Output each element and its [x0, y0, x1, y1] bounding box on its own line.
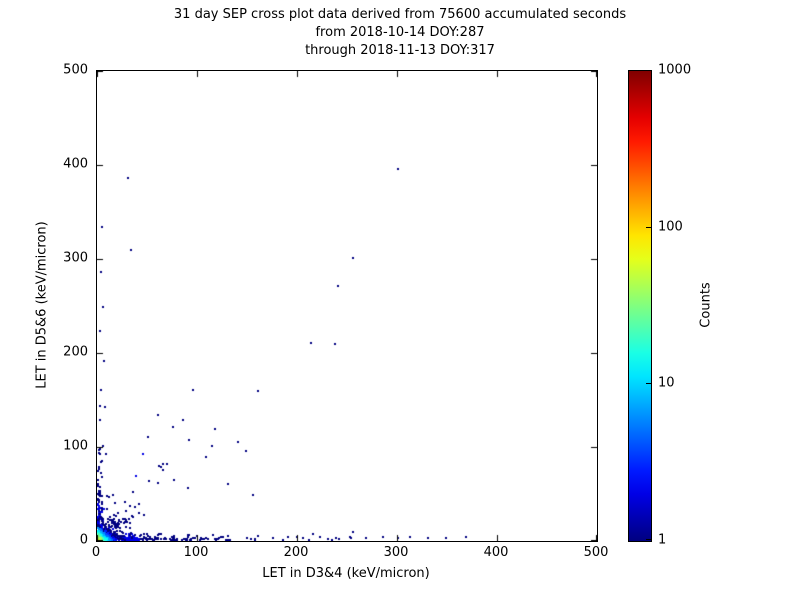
- y-axis-label: LET in D5&6 (keV/micron): [34, 221, 50, 389]
- x-tick-label: 300: [383, 545, 409, 560]
- x-tick-label: 200: [283, 545, 309, 560]
- x-tick-label: 500: [583, 545, 609, 560]
- colorbar-tick-label: 1: [658, 532, 667, 548]
- y-tick-label: 100: [63, 438, 88, 454]
- colorbar-tick: [646, 383, 651, 384]
- x-axis-label: LET in D3&4 (keV/micron): [262, 566, 430, 581]
- scatter-canvas: [97, 71, 597, 541]
- chart-title-line-3: through 2018-11-13 DOY:317: [305, 43, 495, 58]
- y-tick-label: 400: [63, 156, 88, 172]
- plot-area: [96, 70, 598, 542]
- colorbar-tick-label: 100: [658, 219, 683, 235]
- chart-title-line-2: from 2018-10-14 DOY:287: [315, 25, 485, 40]
- y-tick-label: 500: [63, 62, 88, 78]
- colorbar-tick-label: 10: [658, 375, 675, 391]
- y-tick-label: 0: [79, 532, 88, 548]
- colorbar-tick-label: 1000: [658, 62, 692, 78]
- y-tick-label: 300: [63, 250, 88, 266]
- colorbar-label: Counts: [698, 282, 714, 328]
- x-tick-label: 100: [183, 545, 209, 560]
- x-tick-label: 400: [483, 545, 509, 560]
- colorbar: [628, 70, 652, 542]
- x-tick-label: 0: [91, 545, 101, 560]
- colorbar-tick: [646, 227, 651, 228]
- chart-title: 31 day SEP cross plot data derived from …: [0, 6, 800, 60]
- colorbar-tick: [646, 70, 651, 71]
- colorbar-tick: [646, 539, 651, 540]
- y-tick-label: 200: [63, 344, 88, 360]
- chart-title-line-1: 31 day SEP cross plot data derived from …: [173, 7, 627, 22]
